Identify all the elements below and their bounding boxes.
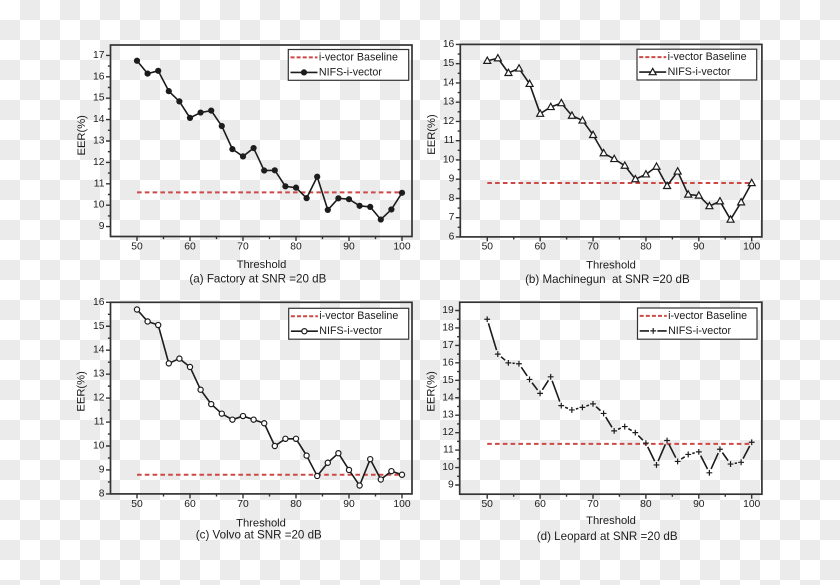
- svg-text:16: 16: [443, 39, 455, 50]
- svg-text:60: 60: [184, 242, 196, 253]
- svg-text:100: 100: [393, 242, 410, 253]
- svg-text:10: 10: [93, 441, 105, 452]
- svg-text:8: 8: [449, 193, 455, 204]
- svg-text:i-vector Baseline: i-vector Baseline: [319, 51, 398, 63]
- svg-text:16: 16: [93, 297, 105, 308]
- svg-text:NIFS-i-vector: NIFS-i-vector: [319, 66, 382, 78]
- svg-text:60: 60: [534, 499, 546, 510]
- svg-text:11: 11: [444, 135, 455, 146]
- svg-text:EER(%): EER(%): [76, 115, 88, 156]
- svg-text:16: 16: [442, 357, 454, 368]
- svg-text:11: 11: [94, 178, 105, 189]
- svg-text:(a) Factory at SNR =20 dB: (a) Factory at SNR =20 dB: [189, 273, 326, 286]
- svg-text:15: 15: [93, 321, 105, 332]
- svg-text:12: 12: [443, 116, 455, 127]
- svg-text:15: 15: [442, 375, 454, 386]
- svg-text:11: 11: [94, 417, 105, 428]
- svg-text:Threshold: Threshold: [236, 518, 286, 530]
- svg-text:15: 15: [443, 58, 455, 69]
- svg-text:19: 19: [442, 305, 454, 316]
- svg-text:10: 10: [93, 200, 105, 211]
- svg-text:12: 12: [442, 427, 454, 438]
- svg-text:70: 70: [587, 242, 599, 253]
- svg-text:12: 12: [93, 393, 105, 404]
- svg-text:50: 50: [481, 499, 493, 510]
- svg-text:100: 100: [743, 242, 760, 253]
- svg-text:100: 100: [743, 499, 760, 510]
- svg-text:i-vector Baseline: i-vector Baseline: [319, 310, 398, 322]
- svg-text:EER(%): EER(%): [425, 371, 437, 412]
- svg-text:i-vector Baseline: i-vector Baseline: [668, 51, 747, 63]
- svg-text:90: 90: [693, 242, 705, 253]
- svg-text:(d) Leopard at SNR =20 dB: (d) Leopard at SNR =20 dB: [537, 530, 678, 543]
- svg-text:10: 10: [443, 154, 455, 165]
- svg-text:EER(%): EER(%): [426, 114, 438, 155]
- svg-text:NIFS-i-vector: NIFS-i-vector: [319, 325, 382, 337]
- svg-text:90: 90: [693, 499, 705, 510]
- svg-text:9: 9: [448, 480, 454, 491]
- svg-text:NIFS-i-vector: NIFS-i-vector: [668, 66, 731, 78]
- svg-text:50: 50: [131, 499, 143, 510]
- svg-text:80: 80: [640, 242, 652, 253]
- svg-text:90: 90: [343, 499, 355, 510]
- svg-text:9: 9: [449, 174, 455, 185]
- svg-text:80: 80: [290, 242, 302, 253]
- svg-text:80: 80: [290, 499, 302, 510]
- svg-text:14: 14: [93, 345, 105, 356]
- svg-text:70: 70: [237, 499, 249, 510]
- svg-text:(b) Machinegun at SNR =20 dB: (b) Machinegun at SNR =20 dB: [525, 273, 690, 286]
- svg-text:9: 9: [99, 221, 105, 232]
- svg-text:80: 80: [640, 499, 652, 510]
- svg-text:EER(%): EER(%): [76, 371, 88, 412]
- svg-text:15: 15: [93, 93, 105, 104]
- svg-text:NIFS-i-vector: NIFS-i-vector: [668, 325, 731, 337]
- svg-text:13: 13: [93, 369, 105, 380]
- svg-text:(c) Volvo at SNR =20 dB: (c) Volvo at SNR =20 dB: [196, 529, 322, 542]
- svg-text:Threshold: Threshold: [586, 260, 636, 272]
- svg-text:14: 14: [442, 392, 454, 403]
- svg-text:i-vector Baseline: i-vector Baseline: [668, 310, 747, 322]
- svg-text:13: 13: [93, 136, 105, 147]
- svg-text:17: 17: [442, 340, 454, 351]
- svg-text:90: 90: [343, 242, 355, 253]
- svg-text:13: 13: [442, 410, 454, 421]
- svg-text:Threshold: Threshold: [586, 515, 636, 527]
- svg-text:50: 50: [131, 242, 143, 253]
- svg-text:8: 8: [99, 488, 105, 499]
- svg-text:14: 14: [443, 77, 455, 88]
- svg-text:17: 17: [93, 50, 105, 61]
- svg-text:14: 14: [93, 114, 105, 125]
- svg-text:10: 10: [442, 462, 454, 473]
- svg-text:Threshold: Threshold: [237, 259, 287, 271]
- svg-text:60: 60: [184, 499, 196, 510]
- svg-text:18: 18: [442, 322, 454, 333]
- svg-text:12: 12: [93, 157, 105, 168]
- svg-text:13: 13: [443, 97, 455, 108]
- svg-text:70: 70: [237, 242, 249, 253]
- svg-text:7: 7: [449, 212, 455, 223]
- svg-text:50: 50: [482, 242, 494, 253]
- svg-text:60: 60: [534, 242, 546, 253]
- svg-text:100: 100: [393, 499, 410, 510]
- svg-text:9: 9: [99, 464, 105, 475]
- svg-text:6: 6: [449, 231, 455, 242]
- svg-text:70: 70: [587, 499, 599, 510]
- svg-text:16: 16: [93, 71, 105, 82]
- svg-text:11: 11: [443, 445, 454, 456]
